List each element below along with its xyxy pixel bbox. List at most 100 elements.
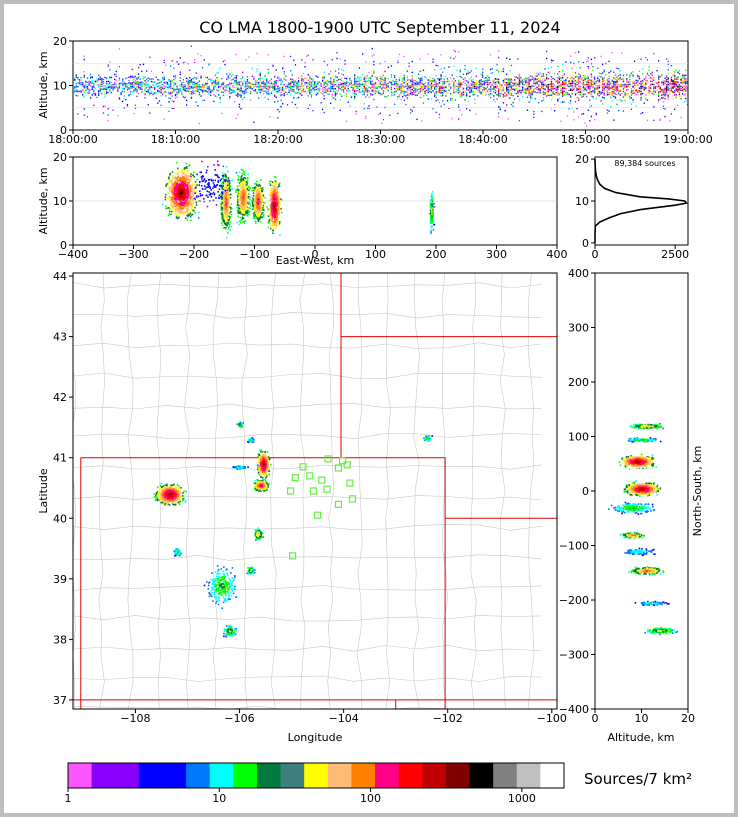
ns-height-ytick: 400 bbox=[568, 267, 589, 280]
plan-view-ytick: 41 bbox=[53, 452, 67, 465]
plan-view-ytick: 38 bbox=[53, 633, 67, 646]
ns-height-xtick: 0 bbox=[592, 712, 599, 725]
plan-view-ytick: 44 bbox=[53, 270, 67, 283]
plan-view-xtick: −100 bbox=[537, 712, 567, 725]
time-height-ytick: 10 bbox=[53, 80, 67, 93]
ns-height-ytick: 0 bbox=[582, 485, 589, 498]
colorbar-cell bbox=[516, 763, 541, 788]
station-marker bbox=[323, 485, 331, 493]
station-marker bbox=[299, 463, 307, 471]
ns-height-ylabel: North-South, km bbox=[691, 446, 704, 537]
ns-height-xlabel: Altitude, km bbox=[607, 731, 674, 744]
colorbar-cell bbox=[186, 763, 211, 788]
station-marker bbox=[338, 457, 347, 465]
time-height-xtick: 18:50:00 bbox=[561, 133, 610, 146]
colorbar-tick: 100 bbox=[360, 792, 381, 805]
colorbar-cell bbox=[445, 763, 471, 788]
ew-height-sources bbox=[162, 160, 436, 239]
colorbar-cell bbox=[115, 763, 140, 788]
figure-frame: CO LMA 1800-1900 UTC September 11, 2024 … bbox=[4, 4, 734, 813]
colorbar-tick: 1 bbox=[65, 792, 72, 805]
colorbar-cell bbox=[398, 763, 423, 788]
station-marker bbox=[309, 487, 318, 495]
plan-view-xtick: −104 bbox=[329, 712, 359, 725]
histogram-source-count: 89,384 sources bbox=[614, 159, 675, 168]
colorbar-tick: 10 bbox=[212, 792, 226, 805]
plan-view-xtick: −106 bbox=[224, 712, 254, 725]
plan-view-xlabel: Longitude bbox=[288, 731, 343, 744]
time-height-ytick: 20 bbox=[53, 35, 67, 48]
station-marker bbox=[318, 476, 326, 484]
ew-height-xtick: −200 bbox=[179, 248, 209, 261]
colorbar-cell bbox=[209, 763, 234, 788]
time-height-xtick: 18:20:00 bbox=[253, 133, 302, 146]
ns-height-ytick: 300 bbox=[568, 322, 589, 335]
histogram-ytick: 0 bbox=[582, 237, 589, 250]
plan-view-ytick: 40 bbox=[53, 512, 67, 525]
colorbar-cell bbox=[256, 763, 282, 788]
ns-height-ytick: −200 bbox=[559, 594, 589, 607]
colorbar-cell bbox=[375, 763, 400, 788]
station-marker bbox=[286, 487, 295, 495]
ns-height-ytick: −300 bbox=[559, 649, 589, 662]
ns-height-ytick: −400 bbox=[559, 703, 589, 716]
time-height-xtick: 18:40:00 bbox=[458, 133, 507, 146]
colorbar-cell bbox=[304, 763, 329, 788]
ns-height-ytick: 200 bbox=[568, 376, 589, 389]
time-height-xtick: 18:10:00 bbox=[151, 133, 200, 146]
plan-view-xtick: −108 bbox=[120, 712, 150, 725]
plan-view-sources bbox=[153, 421, 434, 638]
time-height-xtick: 19:00:00 bbox=[663, 133, 712, 146]
time-height-xtick: 18:00:00 bbox=[48, 133, 97, 146]
time-height-xtick: 18:30:00 bbox=[356, 133, 405, 146]
colorbar-cell bbox=[469, 763, 494, 788]
colorbar-cell bbox=[68, 763, 93, 788]
ew-height-xtick: 100 bbox=[365, 248, 386, 261]
ns-height-sources bbox=[607, 422, 679, 636]
colorbar-label: Sources/7 km² bbox=[584, 770, 692, 788]
colorbar-cell bbox=[493, 763, 518, 788]
histogram-ytick: 20 bbox=[575, 153, 589, 166]
ns-height-xtick: 20 bbox=[681, 712, 695, 725]
station-marker bbox=[334, 500, 343, 508]
altitude-histogram-line bbox=[594, 159, 688, 243]
station-marker bbox=[306, 472, 314, 480]
plan-view-ylabel: Latitude bbox=[37, 468, 50, 514]
ew-height-ytick: 20 bbox=[53, 151, 67, 164]
station-marker bbox=[289, 552, 297, 560]
time-height-ytick: 0 bbox=[60, 124, 67, 137]
plan-view-xtick: −102 bbox=[433, 712, 463, 725]
colorbar-cell bbox=[351, 763, 376, 788]
colorbar-cell bbox=[280, 763, 305, 788]
lma-stations bbox=[286, 455, 357, 560]
station-marker bbox=[343, 461, 351, 469]
ns-height-xtick: 10 bbox=[635, 712, 649, 725]
plan-view-panel: −108 −106 −104 −102 −100 37 38 39 40 41 42 43 44 Lat… bbox=[37, 270, 567, 744]
ew-height-xtick: −400 bbox=[58, 248, 88, 261]
station-marker bbox=[314, 511, 322, 519]
station-marker bbox=[291, 474, 299, 482]
colorbar: 1 10 100 1000 Sources/7 km² bbox=[65, 762, 692, 805]
state-boundaries bbox=[73, 273, 557, 709]
colorbar-cell bbox=[138, 763, 163, 788]
county-boundaries bbox=[73, 273, 542, 709]
colorbar-cell bbox=[422, 763, 447, 788]
ew-height-ytick: 0 bbox=[60, 239, 67, 252]
ew-height-ytick: 10 bbox=[53, 195, 67, 208]
ew-height-xlabel: East-West, km bbox=[276, 254, 354, 267]
plan-view-ytick: 42 bbox=[53, 391, 67, 404]
histogram-xtick: 2500 bbox=[661, 248, 689, 261]
station-marker bbox=[334, 464, 343, 472]
ew-height-xtick: 200 bbox=[426, 248, 447, 261]
colorbar-cell bbox=[233, 763, 258, 788]
colorbar-cell bbox=[327, 763, 352, 788]
ew-height-xtick: 0 bbox=[312, 248, 319, 261]
ew-height-panel: −400 −300 −200 −100 0 100 200 300 400 0 10 20 Altit… bbox=[37, 151, 568, 267]
ns-height-panel: 0 10 20 −400 −300 −200 −100 0 100 200 300 400 Altit… bbox=[559, 267, 704, 744]
colorbar-tick: 1000 bbox=[508, 792, 536, 805]
ew-height-xtick: 300 bbox=[486, 248, 507, 261]
plan-view-ytick: 37 bbox=[53, 694, 67, 707]
colorbar-cell bbox=[162, 763, 187, 788]
time-height-ylabel: Altitude, km bbox=[37, 51, 50, 118]
histogram-xtick: 0 bbox=[592, 248, 599, 261]
